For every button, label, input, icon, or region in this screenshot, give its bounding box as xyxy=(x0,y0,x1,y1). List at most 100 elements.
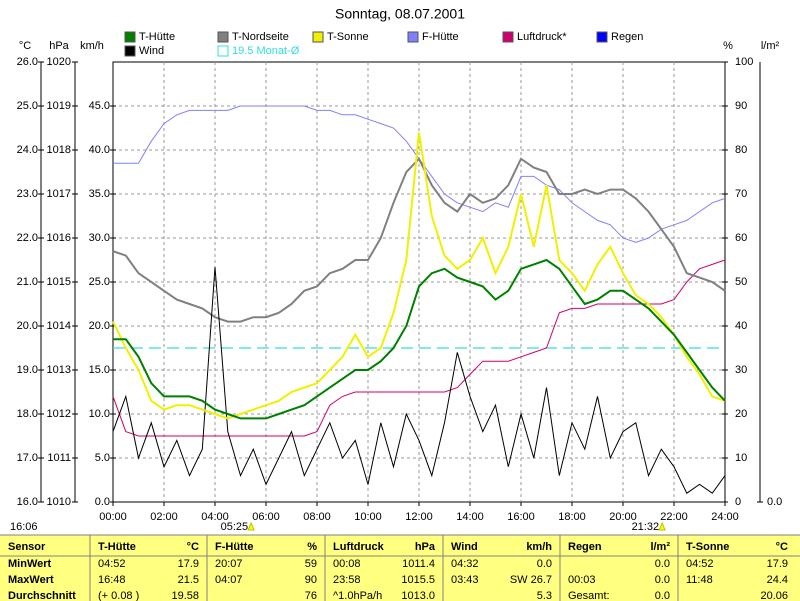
table-cell: 04:32 xyxy=(451,558,479,570)
table-row-label: MinWert xyxy=(8,558,52,570)
table-cell: T-Sonne xyxy=(686,541,729,553)
y-tick-label: 5.0 xyxy=(95,452,110,464)
legend-swatch xyxy=(407,31,419,43)
y-tick-label: 60 xyxy=(735,232,747,244)
y-tick-label: 10 xyxy=(735,452,747,464)
sun-marker xyxy=(247,521,255,531)
legend-label: Wind xyxy=(139,45,164,57)
table-cell: 20.06 xyxy=(760,590,788,601)
y-tick-label: 22.0 xyxy=(17,232,38,244)
y-tick-label: 16.0 xyxy=(17,496,38,508)
table-cell: (+ 0.08 ) xyxy=(98,590,139,601)
stats-table-bg xyxy=(0,535,800,601)
series-line xyxy=(112,266,726,494)
y-tick-label: 17.0 xyxy=(17,452,38,464)
x-tick-label: 04:00 xyxy=(201,511,229,523)
series-line xyxy=(113,258,726,420)
y-tick-label: 35.0 xyxy=(89,188,110,200)
y-tick-label: 1020 xyxy=(47,56,71,68)
table-cell: 1013.0 xyxy=(401,590,435,601)
x-tick-label: 20:00 xyxy=(609,511,637,523)
table-cell: 59 xyxy=(305,558,317,570)
series-line xyxy=(112,157,726,323)
y-tick-label: 0.0 xyxy=(767,496,782,508)
y-tick-label: 30 xyxy=(735,364,747,376)
legend-label: T-Sonne xyxy=(327,31,369,43)
table-cell: 11:48 xyxy=(686,574,713,586)
y-tick-label: 1018 xyxy=(47,144,71,156)
y-tick-label: 70 xyxy=(735,188,747,200)
table-cell: 1015.5 xyxy=(401,574,435,586)
table-cell: Regen xyxy=(568,541,602,553)
table-cell: 24.4 xyxy=(767,574,788,586)
table-cell: ^1.0hPa/h xyxy=(333,590,382,601)
legend-swatch xyxy=(217,45,229,57)
table-cell: hPa xyxy=(415,541,436,553)
x-tick-label: 16:00 xyxy=(507,511,535,523)
y-tick-label: 1010 xyxy=(47,496,71,508)
table-row-label: Sensor xyxy=(8,541,46,553)
axis-unit: hPa xyxy=(49,40,69,52)
table-cell: 16:48 xyxy=(98,574,126,586)
table-cell: Wind xyxy=(451,541,478,553)
table-cell: 0.0 xyxy=(655,558,670,570)
table-cell: °C xyxy=(776,541,788,553)
y-tick-label: 80 xyxy=(735,144,747,156)
axis-unit: km/h xyxy=(80,40,104,52)
y-tick-label: 1012 xyxy=(47,408,71,420)
table-cell: 20:07 xyxy=(215,558,243,570)
x-tick-label: 22:00 xyxy=(660,511,688,523)
table-cell: % xyxy=(307,541,317,553)
axis-unit: °C xyxy=(19,40,31,52)
legend-label: Regen xyxy=(611,31,643,43)
y-tick-label: 100 xyxy=(735,56,753,68)
y-tick-label: 20 xyxy=(735,408,747,420)
table-cell: 1011.4 xyxy=(402,558,435,570)
y-tick-label: 20.0 xyxy=(17,320,38,332)
table-cell: 04:52 xyxy=(98,558,126,570)
y-tick-label: 10.0 xyxy=(89,408,110,420)
y-tick-label: 50 xyxy=(735,276,747,288)
series-line xyxy=(112,132,726,420)
y-tick-label: 25.0 xyxy=(17,100,38,112)
table-cell: 17.9 xyxy=(767,558,788,570)
table-cell: 03:43 xyxy=(451,574,479,586)
y-tick-label: 15.0 xyxy=(89,364,110,376)
table-cell: 23:58 xyxy=(333,574,361,586)
y-tick-label: 20.0 xyxy=(89,320,110,332)
y-tick-label: 90 xyxy=(735,100,747,112)
x-tick-label: 18:00 xyxy=(558,511,586,523)
table-cell: 0.0 xyxy=(537,558,552,570)
table-cell: Luftdruck xyxy=(333,541,385,553)
sun-time: 21:32 xyxy=(632,521,660,533)
x-tick-label: 24:00 xyxy=(711,511,739,523)
y-tick-label: 40 xyxy=(735,320,747,332)
legend-swatch xyxy=(217,31,229,43)
update-time: 16:06 xyxy=(10,521,38,533)
y-tick-label: 23.0 xyxy=(17,188,38,200)
table-cell: 5.3 xyxy=(537,590,552,601)
table-cell: 19.58 xyxy=(171,590,199,601)
table-cell: 76 xyxy=(305,590,317,601)
x-tick-label: 08:00 xyxy=(303,511,331,523)
table-cell: SW 26.7 xyxy=(510,574,552,586)
series-line xyxy=(112,259,726,437)
y-tick-label: 30.0 xyxy=(89,232,110,244)
table-cell: 17.9 xyxy=(178,558,199,570)
table-cell: 00:08 xyxy=(333,558,361,570)
legend-label: Luftdruck* xyxy=(517,31,567,43)
sun-marker xyxy=(658,521,666,531)
table-cell: 00:03 xyxy=(568,574,596,586)
y-tick-label: 45.0 xyxy=(89,100,110,112)
x-tick-label: 02:00 xyxy=(150,511,178,523)
table-row-label: MaxWert xyxy=(8,574,54,586)
x-tick-label: 00:00 xyxy=(99,511,127,523)
table-cell: 04:52 xyxy=(686,558,714,570)
legend-label: T-Nordseite xyxy=(232,31,289,43)
legend-label: T-Hütte xyxy=(139,31,175,43)
table-row-label: Durchschnitt xyxy=(8,590,76,601)
legend-label: 19.5 Monat-Ø xyxy=(232,45,300,57)
x-tick-label: 12:00 xyxy=(405,511,433,523)
y-tick-label: 40.0 xyxy=(89,144,110,156)
